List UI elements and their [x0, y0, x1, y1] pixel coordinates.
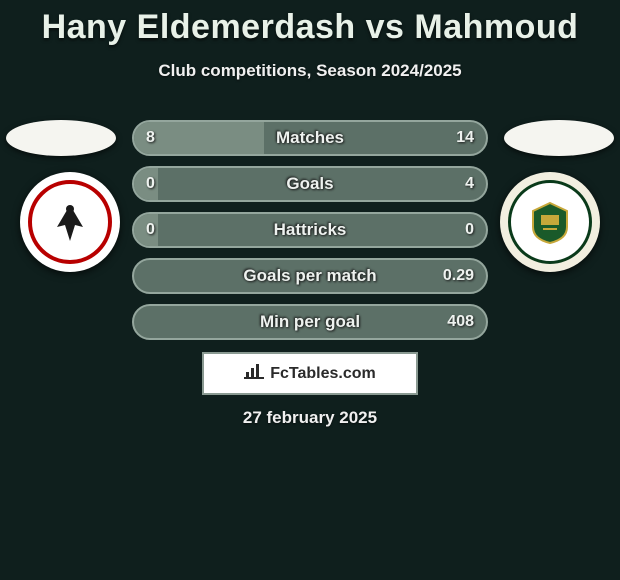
- player-right-oval: [504, 120, 614, 156]
- stat-row-min-per-goal: Min per goal 408: [132, 304, 488, 340]
- stat-label: Goals per match: [134, 266, 486, 286]
- eagle-icon: [28, 180, 112, 264]
- date-text: 27 february 2025: [0, 408, 620, 428]
- brand-box[interactable]: FcTables.com: [202, 352, 418, 395]
- stat-row-goals-per-match: Goals per match 0.29: [132, 258, 488, 294]
- player-left-oval: [6, 120, 116, 156]
- crest-icon: [508, 180, 592, 264]
- stats-container: 8 Matches 14 0 Goals 4 0 Hattricks 0 Goa…: [132, 120, 488, 350]
- stat-right-value: 14: [456, 129, 474, 147]
- club-badge-right: [500, 172, 600, 272]
- stat-label: Hattricks: [134, 220, 486, 240]
- stat-label: Min per goal: [134, 312, 486, 332]
- club-badge-left: [20, 172, 120, 272]
- stat-right-value: 0.29: [443, 267, 474, 285]
- stat-row-matches: 8 Matches 14: [132, 120, 488, 156]
- stat-label: Goals: [134, 174, 486, 194]
- stat-right-value: 408: [447, 313, 474, 331]
- brand-label: FcTables.com: [270, 365, 376, 383]
- chart-icon: [244, 362, 264, 385]
- stat-label: Matches: [134, 128, 486, 148]
- stat-right-value: 4: [465, 175, 474, 193]
- stat-row-goals: 0 Goals 4: [132, 166, 488, 202]
- subtitle: Club competitions, Season 2024/2025: [0, 61, 620, 81]
- stat-right-value: 0: [465, 221, 474, 239]
- page-title: Hany Eldemerdash vs Mahmoud: [0, 0, 620, 47]
- stat-row-hattricks: 0 Hattricks 0: [132, 212, 488, 248]
